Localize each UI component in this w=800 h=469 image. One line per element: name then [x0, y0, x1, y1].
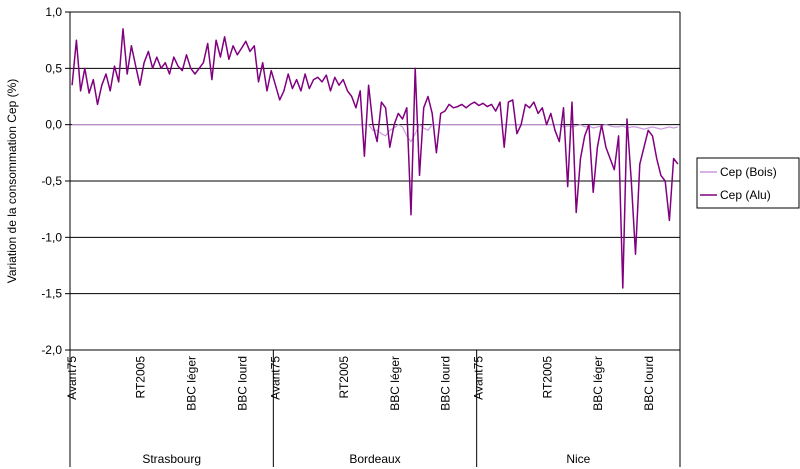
y-tick-label: 1,0 — [45, 5, 62, 19]
x-group-label: Strasbourg — [142, 452, 201, 466]
x-group-label: Nice — [566, 452, 590, 466]
x-tick-label: BBC lourd — [642, 356, 656, 411]
y-tick-label: -1,0 — [41, 230, 62, 244]
x-tick-label: BBC léger — [388, 356, 402, 411]
legend-box — [696, 157, 800, 209]
axes — [69, 12, 681, 350]
gridlines — [70, 11, 680, 351]
x-tick-label: BBC léger — [184, 356, 198, 411]
x-axis-categories: Avant75 RT2005 BBC léger BBC lourd Strasbour… — [65, 350, 681, 467]
x-tick-label: RT2005 — [134, 356, 148, 399]
x-group-label: Bordeaux — [349, 452, 400, 466]
y-tick-label: -0,5 — [41, 174, 62, 188]
y-axis-label: Variation de la consommation Cep (%) — [5, 79, 19, 284]
x-tick-label: Avant75 — [65, 356, 79, 400]
series-lines — [71, 28, 679, 289]
x-tick-label: BBC lourd — [235, 356, 249, 411]
y-tick-label: -2,0 — [41, 343, 62, 357]
y-axis-ticks: 1,0 0,5 0,0 -0,5 -1,0 -1,5 -2,0 — [41, 5, 70, 357]
y-tick-label: 0,5 — [45, 61, 62, 75]
legend: Cep (Bois) Cep (Alu) — [696, 157, 800, 209]
x-tick-label: Avant75 — [268, 356, 282, 400]
x-tick-label: RT2005 — [540, 356, 554, 399]
legend-label-cep-alu: Cep (Alu) — [720, 188, 771, 202]
legend-label-cep-bois: Cep (Bois) — [720, 165, 777, 179]
y-tick-label: -1,5 — [41, 287, 62, 301]
y-tick-label: 0,0 — [45, 118, 62, 132]
series-line-cep-alu — [71, 28, 679, 289]
x-tick-label: RT2005 — [337, 356, 351, 399]
x-tick-label: BBC lourd — [439, 356, 453, 411]
x-tick-label: Avant75 — [472, 356, 486, 400]
x-tick-label: BBC léger — [591, 356, 605, 411]
